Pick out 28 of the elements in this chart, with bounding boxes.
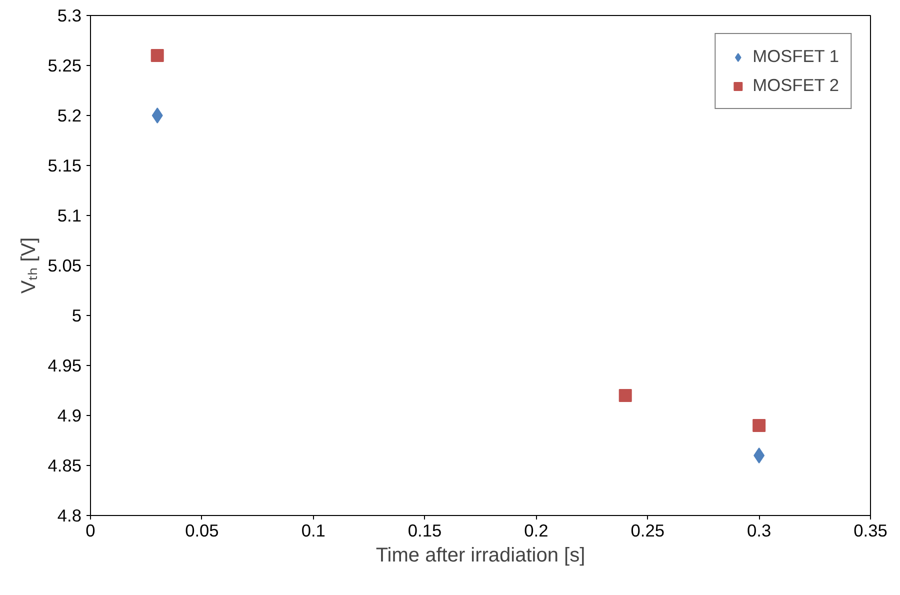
y-tick-label: 5.05 <box>48 256 82 276</box>
point <box>618 389 632 402</box>
y-axis-title: Vₜₕ [V] <box>18 237 40 294</box>
point <box>150 49 164 62</box>
point <box>754 448 765 464</box>
y-tick-label: 4.9 <box>57 406 82 426</box>
y-tick-label: 5.25 <box>48 56 82 76</box>
x-tick-label: 0.35 <box>854 520 888 540</box>
y-tick-label: 4.85 <box>48 456 82 476</box>
x-tick-label: 0.1 <box>301 520 326 540</box>
y-tick-label: 5.2 <box>57 106 82 126</box>
y-tick-label: 5.15 <box>48 156 82 176</box>
x-tick-label: 0.05 <box>185 520 219 540</box>
y-tick-label: 5.1 <box>57 206 82 226</box>
x-tick-label: 0.25 <box>630 520 665 540</box>
y-tick-label: 4.8 <box>57 506 82 526</box>
point <box>752 419 766 432</box>
legend-label: MOSFET 1 <box>752 46 839 67</box>
x-tick-label: 0.2 <box>524 520 548 540</box>
y-tick-label: 5.3 <box>57 6 82 26</box>
x-axis-title: Time after irradiation [s] <box>376 544 586 566</box>
point <box>152 108 163 124</box>
y-tick-label: 5 <box>72 306 82 326</box>
x-tick-label: 0.3 <box>747 520 772 540</box>
legend-label: MOSFET 2 <box>752 75 839 96</box>
y-tick-label: 4.95 <box>48 356 82 376</box>
x-tick-label: 0 <box>86 520 96 540</box>
x-tick-label: 0.15 <box>408 520 442 540</box>
